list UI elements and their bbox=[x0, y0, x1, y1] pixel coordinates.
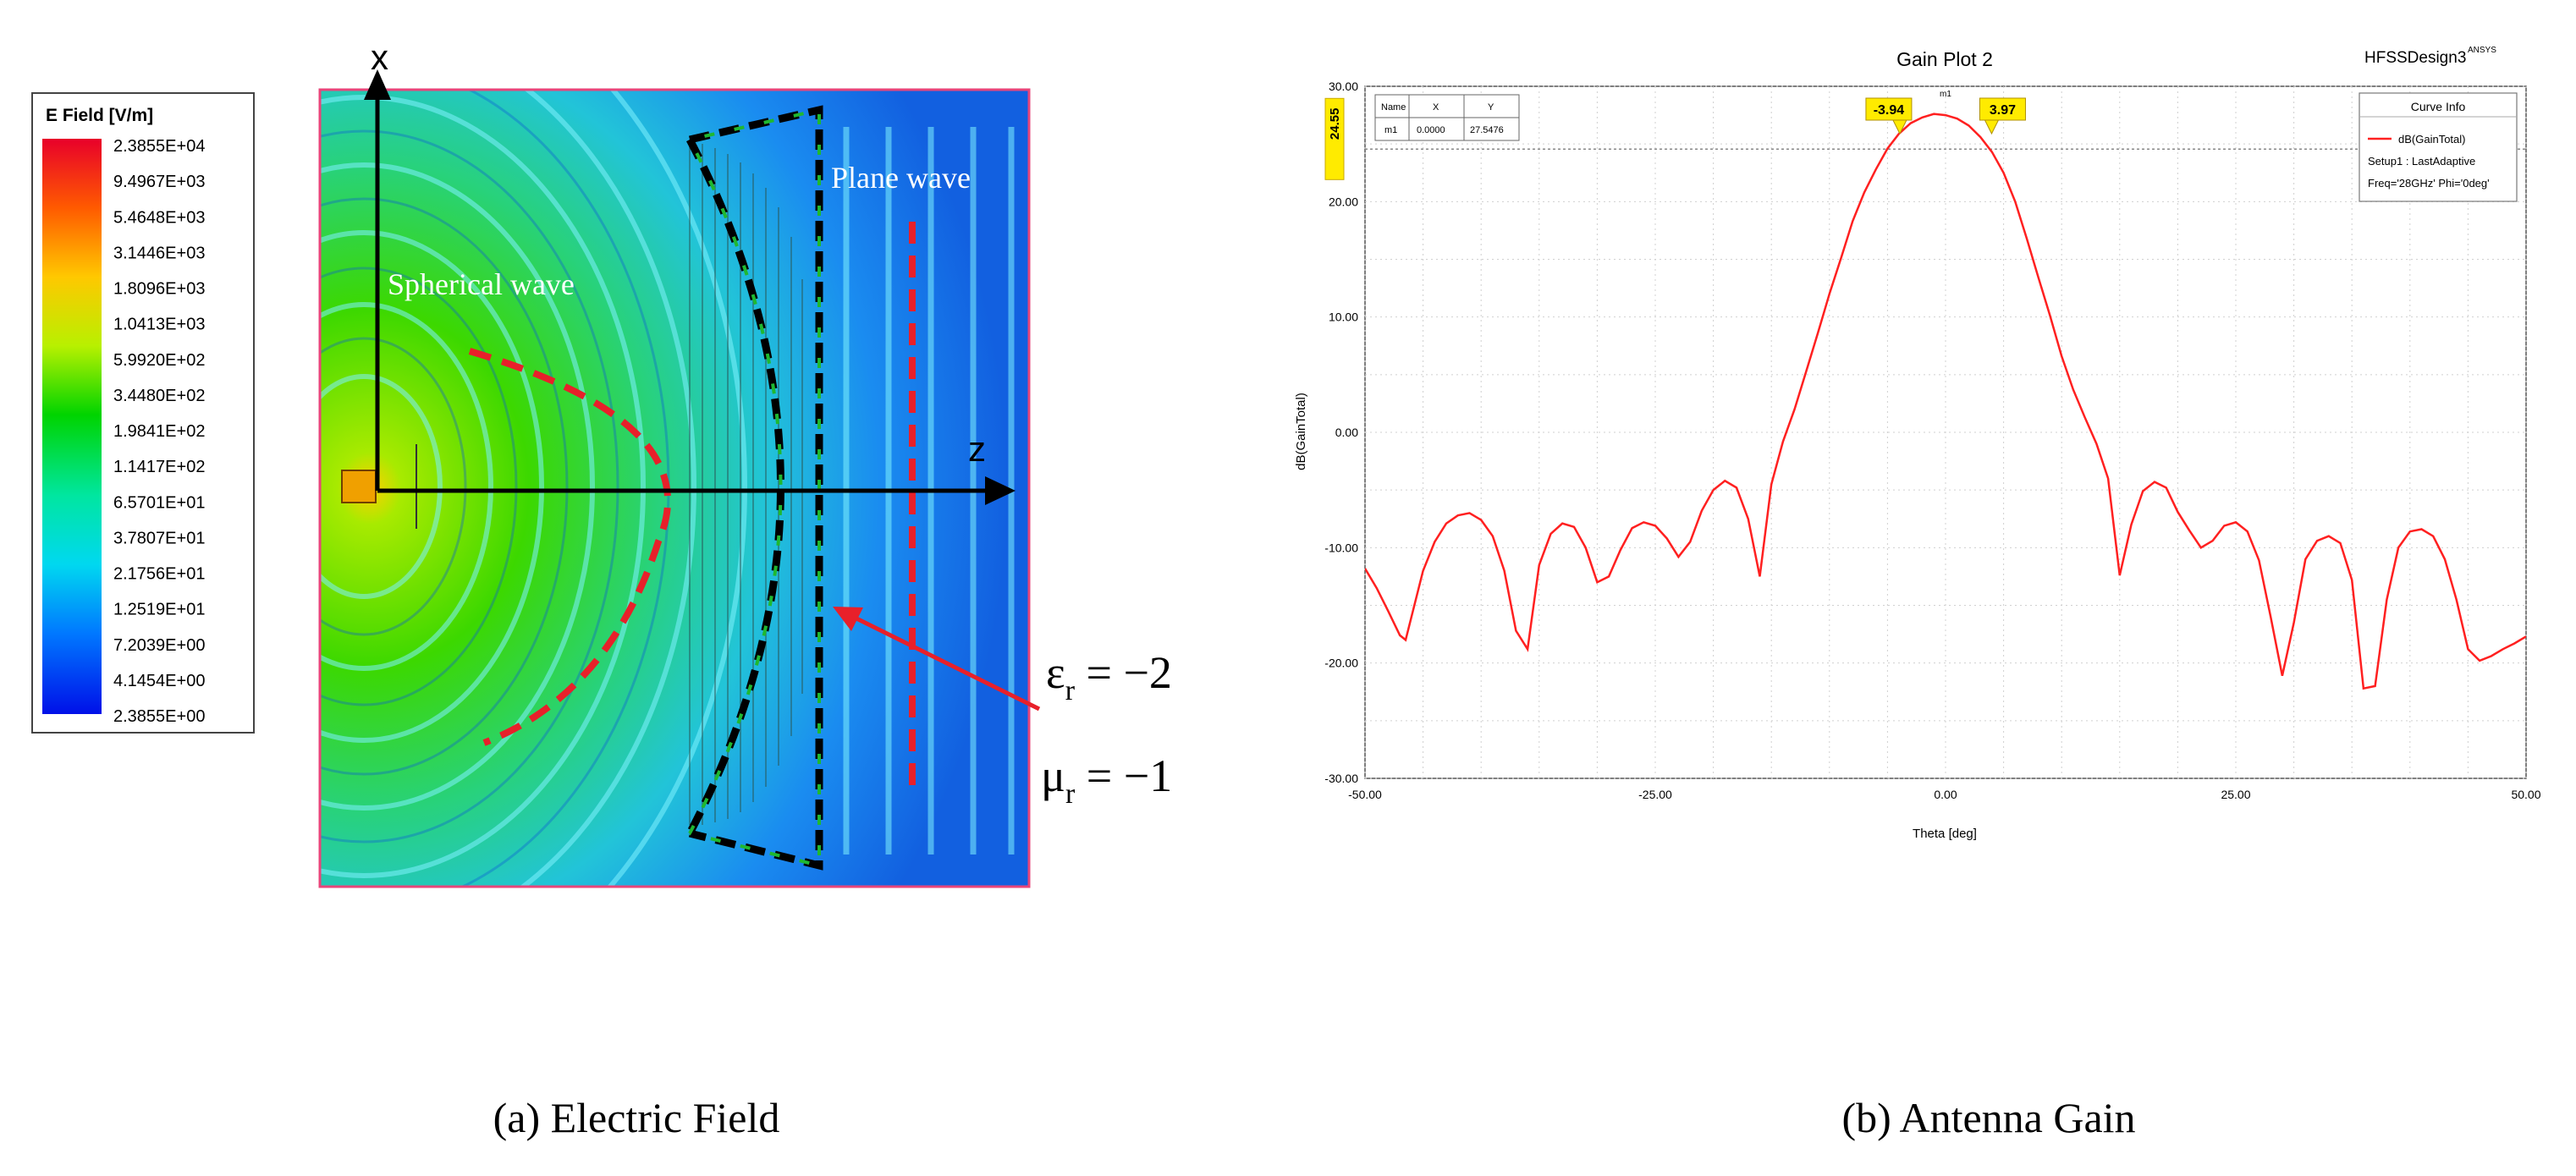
legend-value: 2.3855E+00 bbox=[113, 707, 205, 726]
legend-value: 2.1756E+01 bbox=[113, 565, 205, 584]
y-axis-title: dB(GainTotal) bbox=[1294, 393, 1308, 470]
y-tick-label: -10.00 bbox=[1324, 541, 1358, 554]
x-tick-label: -50.00 bbox=[1348, 788, 1382, 801]
x-tick-label: 50.00 bbox=[2511, 788, 2540, 801]
svg-text:εr = −2: εr = −2 bbox=[1046, 647, 1172, 706]
legend-title: E Field [V/m] bbox=[46, 106, 153, 125]
legend-color-bar bbox=[42, 139, 102, 714]
field-background bbox=[320, 90, 1029, 887]
permittivity-label: εr = −2 bbox=[1046, 647, 1172, 706]
beam-markers: -3.94 3.97 m1 bbox=[1865, 90, 2026, 135]
legend-value: 9.4967E+03 bbox=[113, 173, 205, 191]
reference-value: 24.55 bbox=[1328, 108, 1342, 140]
z-axis-label: z bbox=[968, 429, 986, 469]
spherical-wave-label: Spherical wave bbox=[388, 267, 575, 301]
spherical-ripples bbox=[320, 90, 747, 887]
x-tick-labels: -50.00 -25.00 0.00 25.00 50.00 bbox=[1348, 788, 2541, 801]
legend-values: 2.3855E+04 9.4967E+03 5.4648E+03 3.1446E+03… bbox=[113, 137, 205, 726]
y-tick-labels: -30.00 -20.00 -10.00 0.00 10.00 20.00 30.00 bbox=[1324, 80, 1358, 785]
y-tick-label: 0.00 bbox=[1335, 426, 1358, 439]
legend-value: 3.4480E+02 bbox=[113, 387, 205, 405]
table-header-x: X bbox=[1433, 102, 1439, 113]
permeability-label: μr = −1 bbox=[1041, 750, 1172, 810]
legend-value: 7.2039E+00 bbox=[113, 636, 205, 655]
legend-value: 5.9920E+02 bbox=[113, 351, 205, 370]
plane-wave-label: Plane wave bbox=[831, 161, 971, 195]
marker-right: 3.97 bbox=[1979, 97, 2026, 135]
caption-a: (a) Electric Field bbox=[493, 1094, 780, 1141]
legend-value: 1.2519E+01 bbox=[113, 601, 205, 619]
table-cell-y: 27.5476 bbox=[1470, 125, 1504, 135]
legend-value: 1.0413E+03 bbox=[113, 316, 205, 334]
reference-value-badge bbox=[1324, 97, 1345, 180]
annotation-arrow bbox=[845, 611, 1041, 712]
x-tick-label: 25.00 bbox=[2221, 788, 2250, 801]
curve-info-legend: Curve Info dB(GainTotal) Setup1 : LastAd… bbox=[2359, 92, 2518, 202]
field-frame bbox=[318, 88, 1031, 888]
curve-info-params: Freq='28GHz' Phi='0deg' bbox=[2368, 177, 2490, 190]
gridlines bbox=[1364, 85, 2527, 779]
feed-source bbox=[341, 470, 377, 503]
field-plot: x z Spherical wave Plane wave εr = −2 μr… bbox=[318, 37, 1172, 888]
marker-left: -3.94 bbox=[1865, 97, 1913, 135]
y-tick-label: 30.00 bbox=[1329, 80, 1358, 93]
x-tick-label: -25.00 bbox=[1638, 788, 1672, 801]
curve-info-setup: Setup1 : LastAdaptive bbox=[2368, 155, 2475, 168]
table-cell-x: 0.0000 bbox=[1417, 125, 1445, 135]
chart-title: Gain Plot 2 bbox=[1896, 48, 1993, 70]
caption-b: (b) Antenna Gain bbox=[1841, 1094, 2135, 1141]
legend-value: 4.1454E+00 bbox=[113, 672, 205, 690]
legend-value: 5.4648E+03 bbox=[113, 208, 205, 227]
legend-value: 1.1417E+02 bbox=[113, 458, 205, 476]
table-cell-name: m1 bbox=[1384, 125, 1397, 135]
legend-value: 3.1446E+03 bbox=[113, 244, 205, 262]
lens-layers bbox=[689, 140, 803, 825]
legend-value: 2.3855E+04 bbox=[113, 137, 205, 156]
marker-table: Name X Y m1 0.0000 27.5476 bbox=[1374, 94, 1520, 141]
legend-value: 1.8096E+03 bbox=[113, 280, 205, 299]
table-header-name: Name bbox=[1381, 102, 1406, 113]
panel-b: Gain Plot 2 HFSSDesign3 ANSYS -30.00 -20.… bbox=[1294, 46, 2541, 1141]
panel-a: E Field [V/m] 2.3855E+04 9.4967E+03 5.4648… bbox=[31, 37, 1172, 1141]
legend-value: 1.9841E+02 bbox=[113, 422, 205, 441]
y-tick-label: -30.00 bbox=[1324, 772, 1358, 785]
x-tick-label: 0.00 bbox=[1934, 788, 1957, 801]
lens-outline bbox=[686, 105, 823, 871]
spherical-wavefront-marker bbox=[468, 348, 672, 746]
svg-text:3.97: 3.97 bbox=[1990, 103, 2016, 118]
gain-curve-series bbox=[1365, 113, 2526, 690]
table-header-y: Y bbox=[1488, 102, 1494, 113]
y-tick-label: 10.00 bbox=[1329, 310, 1358, 324]
x-axis-label: x bbox=[371, 37, 388, 77]
marker-peak-label: m1 bbox=[1940, 90, 1951, 99]
y-tick-label: 20.00 bbox=[1329, 195, 1358, 208]
y-tick-label: -20.00 bbox=[1324, 657, 1358, 670]
legend-value: 6.5701E+01 bbox=[113, 493, 205, 512]
e-field-legend: E Field [V/m] 2.3855E+04 9.4967E+03 5.4648… bbox=[31, 92, 255, 734]
curve-info-title: Curve Info bbox=[2411, 100, 2466, 113]
design-id: ANSYS bbox=[2468, 46, 2496, 55]
design-name: HFSSDesign3 bbox=[2364, 49, 2466, 67]
svg-text:-3.94: -3.94 bbox=[1874, 103, 1905, 118]
svg-text:μr = −1: μr = −1 bbox=[1041, 750, 1172, 810]
curve-info-series: dB(GainTotal) bbox=[2398, 133, 2465, 146]
legend-value: 3.7807E+01 bbox=[113, 529, 205, 547]
x-axis-title: Theta [deg] bbox=[1913, 827, 1977, 841]
